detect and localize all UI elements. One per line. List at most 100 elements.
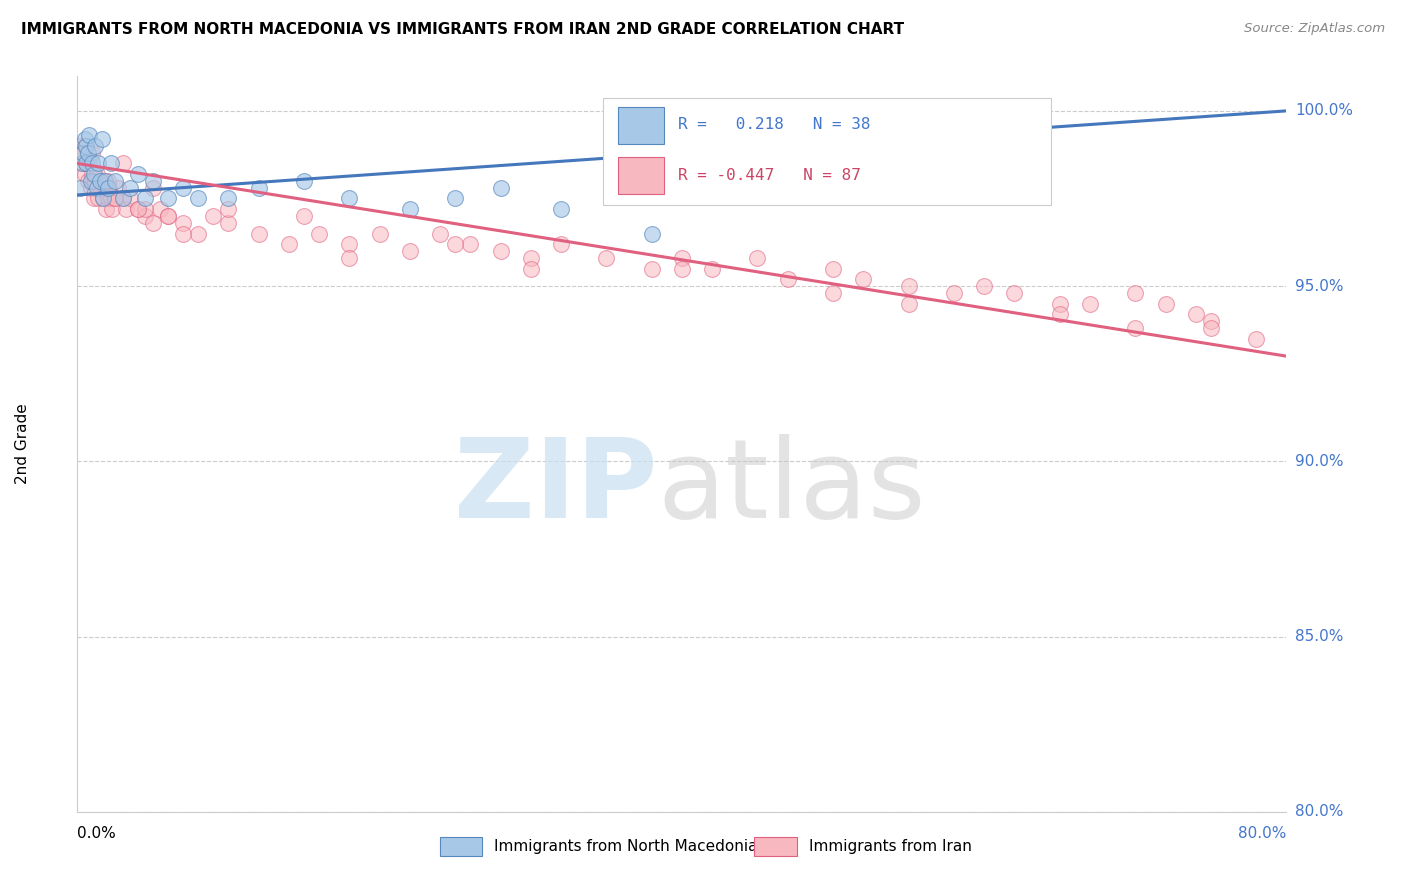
Point [70,156,93,170]
Point [702,261,724,276]
Text: IMMIGRANTS FROM NORTH MACEDONIA VS IMMIGRANTS FROM IRAN 2ND GRADE CORRELATION CH: IMMIGRANTS FROM NORTH MACEDONIA VS IMMIG… [21,22,904,37]
Point [202,209,225,223]
Point [86,167,108,181]
Point [1125,286,1147,301]
Point [96,174,118,188]
Point [520,261,543,276]
Text: 80.0%: 80.0% [1295,805,1343,819]
Point [87,192,110,206]
Point [671,251,693,265]
Point [308,227,330,241]
Text: 85.0%: 85.0% [1295,629,1343,644]
Point [75,156,97,170]
Point [247,227,270,241]
Text: 2nd Grade: 2nd Grade [15,403,31,484]
Point [339,237,360,252]
Point [458,237,481,252]
Point [94,202,117,216]
Point [550,202,572,216]
Point [79,128,101,143]
Point [429,227,451,241]
Point [82,167,104,181]
Point [127,202,149,216]
Point [172,181,194,195]
Point [157,209,180,223]
Point [943,286,966,301]
Point [134,209,156,223]
Text: R = -0.447   N = 87: R = -0.447 N = 87 [678,168,860,183]
Point [1049,307,1071,321]
Point [111,156,134,170]
Point [218,192,240,206]
Point [399,244,422,258]
Point [187,192,209,206]
Point [1246,332,1268,346]
Point [73,132,96,146]
Point [149,202,172,216]
Point [127,202,149,216]
Text: 80.0%: 80.0% [1239,826,1286,841]
Point [776,272,799,286]
Point [96,181,118,195]
Point [1004,286,1026,301]
Point [84,174,107,188]
Point [278,237,301,252]
Text: 100.0%: 100.0% [1295,103,1353,119]
Point [1185,307,1208,321]
Point [595,251,617,265]
Point [114,202,136,216]
Point [1199,314,1222,328]
Text: ZIP: ZIP [454,434,658,541]
Point [100,192,122,206]
Point [641,261,664,276]
Text: Source: ZipAtlas.com: Source: ZipAtlas.com [1244,22,1385,36]
FancyBboxPatch shape [617,157,664,194]
Point [339,192,360,206]
Point [292,174,315,188]
Point [134,202,156,216]
Point [104,192,127,206]
Point [218,202,240,216]
Point [75,139,97,153]
Point [111,192,134,206]
Point [77,174,100,188]
Point [73,167,96,181]
FancyBboxPatch shape [440,838,482,856]
Point [83,167,105,181]
Point [1125,321,1147,335]
Point [368,227,391,241]
Point [82,145,104,160]
Text: atlas: atlas [658,434,927,541]
Point [292,209,315,223]
Point [671,261,693,276]
Point [187,227,209,241]
Point [104,192,127,206]
Point [69,181,91,195]
Point [72,145,94,160]
Point [72,145,94,160]
Point [142,181,165,195]
Point [107,181,129,195]
Point [339,251,360,265]
FancyBboxPatch shape [617,107,664,144]
Point [127,167,149,181]
Point [91,192,114,206]
Point [80,174,103,188]
Point [79,156,101,170]
Point [641,227,664,241]
Point [444,237,467,252]
Point [73,139,96,153]
Point [172,216,194,230]
Point [142,216,165,230]
Point [852,272,875,286]
Point [100,156,122,170]
Point [247,181,270,195]
Point [90,132,112,146]
Text: Immigrants from North Macedonia: Immigrants from North Macedonia [495,838,758,854]
Point [98,181,121,195]
FancyBboxPatch shape [603,98,1050,204]
Point [157,192,180,206]
Point [77,145,100,160]
Point [93,181,115,195]
Point [93,174,115,188]
